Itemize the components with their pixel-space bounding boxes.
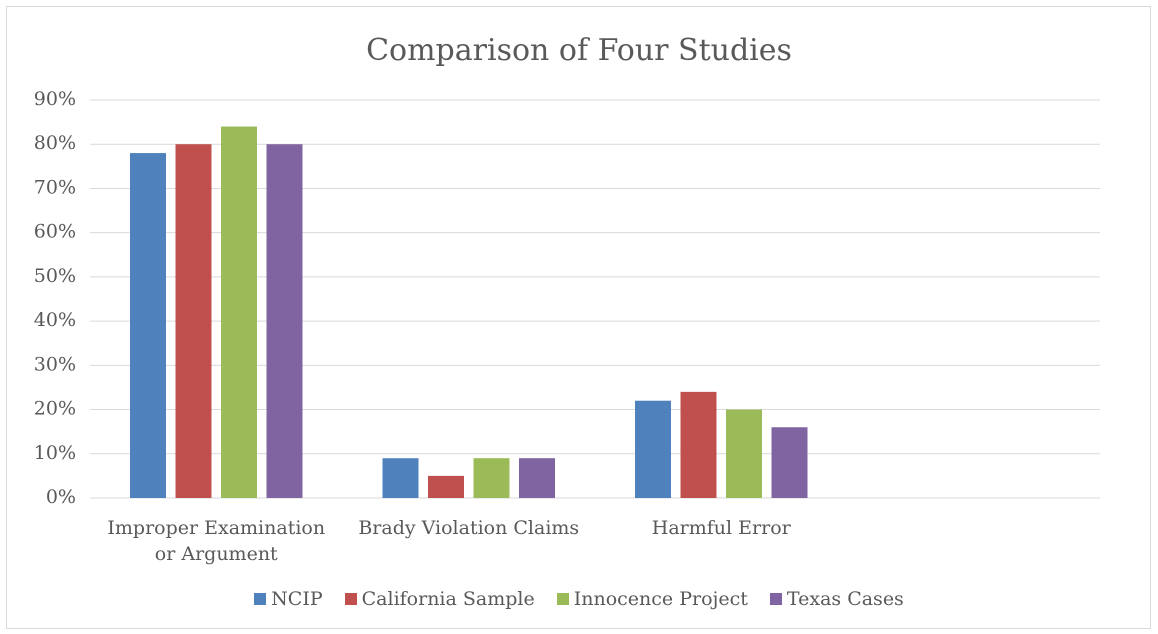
legend-label: Innocence Project: [573, 588, 748, 610]
bar: [221, 126, 257, 499]
bar: [635, 400, 671, 498]
bar: [130, 153, 166, 499]
legend-label: Texas Cases: [786, 588, 904, 610]
chart-title: Comparison of Four Studies: [366, 33, 792, 68]
y-tick-label: 10%: [34, 442, 76, 464]
bar: [726, 409, 762, 498]
bar: [266, 144, 303, 498]
legend-swatch: [254, 593, 267, 605]
x-tick-label: Improper Examination or Argument: [107, 517, 326, 565]
y-tick-label: 80%: [34, 132, 76, 154]
legend-swatch: [769, 593, 782, 605]
y-tick-label: 60%: [34, 221, 76, 243]
x-tick-label: Brady Violation Claims: [358, 517, 580, 539]
bar: [428, 475, 464, 498]
bar: [473, 458, 510, 498]
legend-swatch: [344, 593, 357, 605]
y-tick-label: 50%: [34, 265, 76, 287]
legend-item: NCIP: [254, 588, 323, 610]
y-tick-label: 20%: [34, 398, 76, 420]
legend-item: California Sample: [344, 588, 535, 610]
bar: [519, 458, 555, 498]
legend-swatch: [556, 593, 569, 605]
legend-label: NCIP: [271, 588, 323, 610]
x-tick-label: Harmful Error: [651, 517, 791, 539]
bar: [382, 458, 419, 498]
y-tick-label: 30%: [34, 353, 76, 375]
y-tick-label: 90%: [34, 88, 76, 110]
legend-item: Texas Cases: [769, 588, 904, 610]
bar: [771, 427, 808, 498]
legend-label: California Sample: [361, 588, 535, 610]
legend: NCIP California Sample Innocence Project Te…: [0, 588, 1158, 610]
legend-item: Innocence Project: [556, 588, 748, 610]
y-tick-label: 70%: [34, 176, 76, 198]
y-tick-label: 0%: [46, 486, 76, 508]
y-tick-label: 40%: [34, 309, 76, 331]
bar: [175, 144, 212, 498]
bar: [680, 391, 717, 498]
